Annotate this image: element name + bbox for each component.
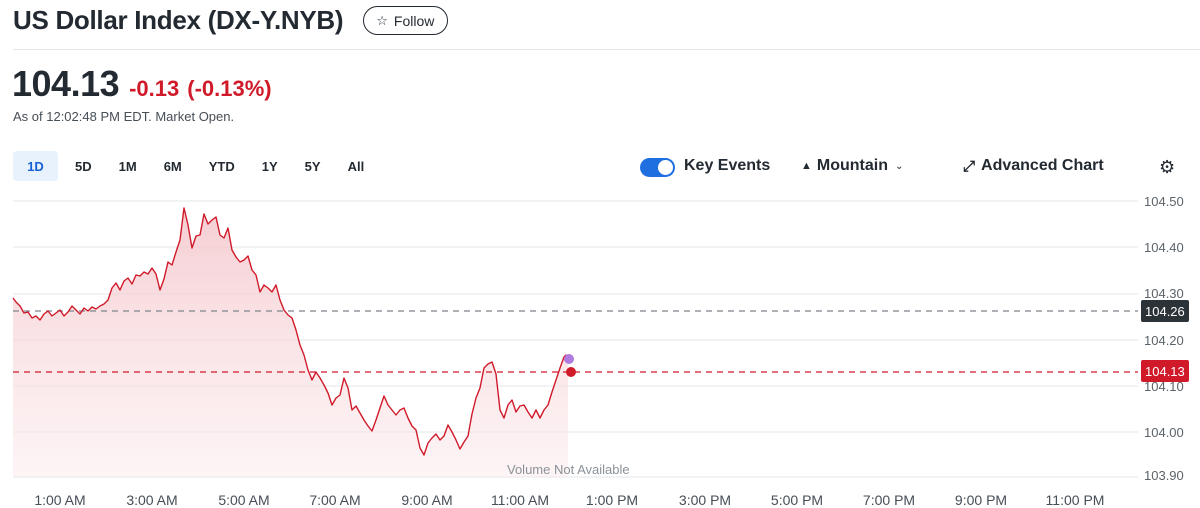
tab-5y[interactable]: 5Y xyxy=(304,158,321,174)
x-tick: 5:00 PM xyxy=(770,492,824,508)
price-line xyxy=(12,207,569,456)
chart-type-dropdown[interactable]: ▲ Mountain ⌄ xyxy=(801,157,903,175)
x-tick: 5:00 AM xyxy=(218,492,270,508)
range-tabs: 1D 5D 1M 6M YTD 1Y 5Y All xyxy=(13,151,381,181)
x-tick: 7:00 AM xyxy=(309,492,361,508)
key-events-toggle[interactable] xyxy=(640,158,675,177)
x-tick: 11:00 PM xyxy=(1045,492,1105,508)
chart-type-label: Mountain xyxy=(816,157,888,174)
key-events-label[interactable]: Key Events xyxy=(684,157,771,174)
follow-label: Follow xyxy=(393,12,435,29)
as-of-timestamp: As of 12:02:48 PM EDT. Market Open. xyxy=(13,109,235,124)
x-tick: 11:00 AM xyxy=(490,492,550,508)
gear-icon[interactable]: ⚙ xyxy=(1159,157,1176,177)
advanced-chart-button[interactable]: ⤢ Advanced Chart xyxy=(963,157,1104,175)
price-chart[interactable] xyxy=(0,185,1200,485)
y-tick-104-10: 104.10 xyxy=(1144,379,1184,394)
x-tick: 1:00 PM xyxy=(585,492,639,508)
y-tick-104-20: 104.20 xyxy=(1144,333,1184,348)
price-area xyxy=(13,208,568,477)
x-tick: 7:00 PM xyxy=(862,492,916,508)
tab-1d[interactable]: 1D xyxy=(13,151,58,181)
current-price: 104.13 xyxy=(12,63,120,104)
y-tick-104-40: 104.40 xyxy=(1144,240,1184,255)
x-tick: 3:00 AM xyxy=(126,492,178,508)
tab-1y[interactable]: 1Y xyxy=(261,158,278,174)
price-change-percent: (-0.13%) xyxy=(187,76,272,101)
volume-not-available: Volume Not Available xyxy=(507,462,630,477)
page-title: US Dollar Index (DX-Y.NYB) xyxy=(13,5,344,35)
current-price-dot xyxy=(566,367,576,377)
previous-close-badge: 104.26 xyxy=(1141,300,1189,322)
tab-ytd[interactable]: YTD xyxy=(208,158,235,174)
title-row: US Dollar Index (DX-Y.NYB) ☆ Follow xyxy=(13,5,449,36)
x-tick: 9:00 PM xyxy=(954,492,1008,508)
x-tick: 3:00 PM xyxy=(678,492,732,508)
header-divider xyxy=(13,49,1200,50)
tab-all[interactable]: All xyxy=(347,158,365,174)
mountain-icon: ▲ xyxy=(801,160,812,172)
toggle-knob xyxy=(658,160,673,175)
price-change: -0.13 xyxy=(129,76,180,101)
y-tick-104-30: 104.30 xyxy=(1144,286,1184,301)
key-event-marker xyxy=(564,354,574,364)
expand-icon: ⤢ xyxy=(963,157,976,175)
star-outline-icon: ☆ xyxy=(376,12,388,28)
tab-6m[interactable]: 6M xyxy=(163,158,182,174)
quote-row: 104.13 -0.13 (-0.13%) xyxy=(12,63,272,105)
follow-button[interactable]: ☆ Follow xyxy=(363,6,449,35)
advanced-chart-label: Advanced Chart xyxy=(981,157,1104,174)
x-tick: 1:00 AM xyxy=(34,492,86,508)
y-tick-103-90: 103.90 xyxy=(1144,468,1184,483)
tab-1m[interactable]: 1M xyxy=(118,158,137,174)
y-tick-104-50: 104.50 xyxy=(1144,194,1184,209)
current-price-badge: 104.13 xyxy=(1141,360,1189,382)
tab-5d[interactable]: 5D xyxy=(75,158,92,174)
y-tick-104-00: 104.00 xyxy=(1144,425,1184,440)
chevron-down-icon: ⌄ xyxy=(894,160,904,172)
x-tick: 9:00 AM xyxy=(401,492,453,508)
